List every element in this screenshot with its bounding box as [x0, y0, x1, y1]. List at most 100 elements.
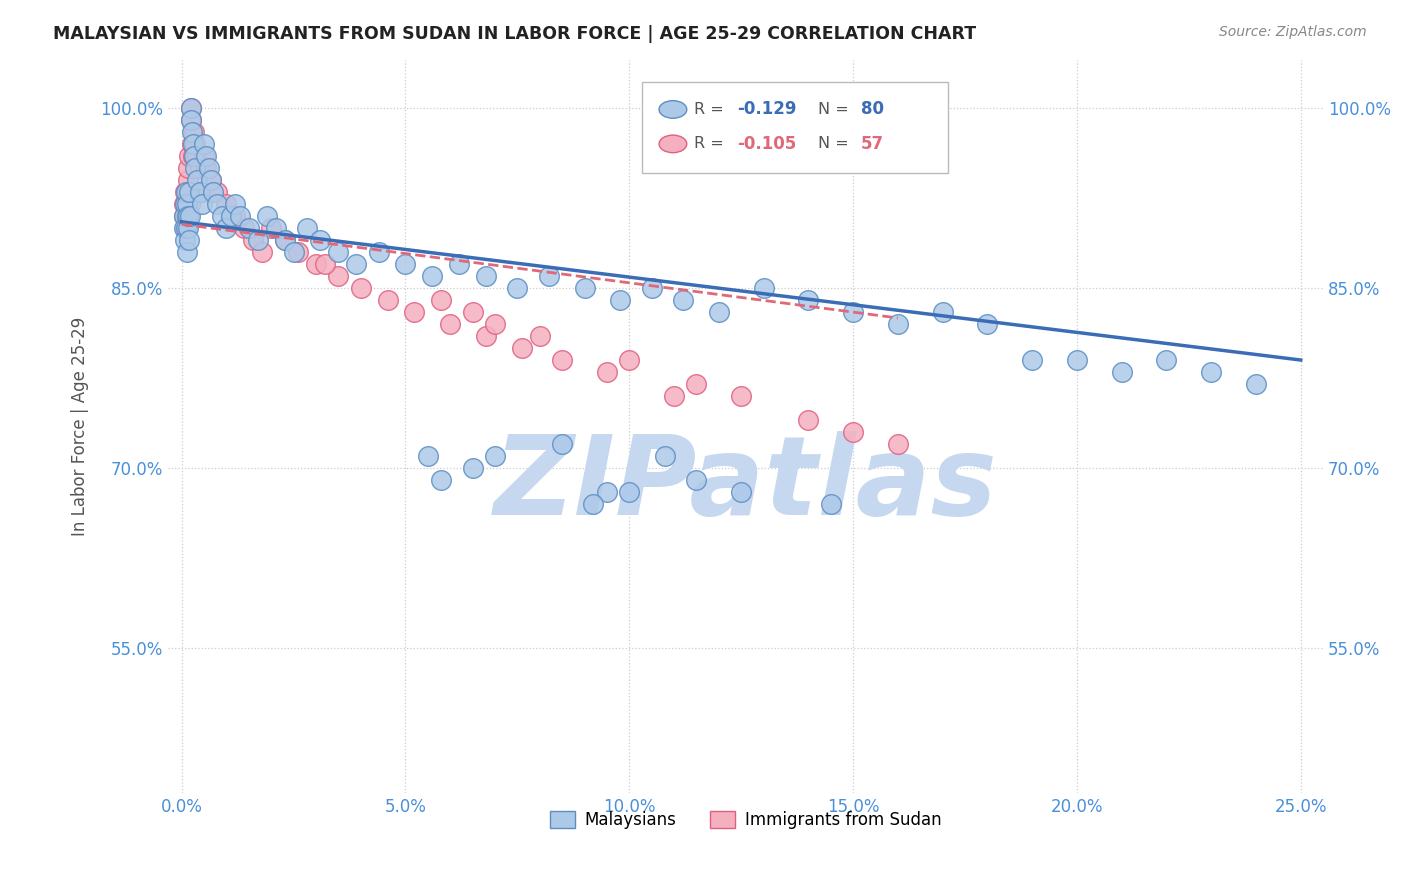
- Point: [177, 173, 200, 187]
- Point: [176, 209, 198, 223]
- Point: [179, 185, 201, 199]
- Point: [730, 485, 752, 500]
- Point: [176, 185, 198, 199]
- Point: [173, 209, 195, 223]
- Point: [273, 233, 295, 247]
- Point: [179, 233, 201, 247]
- Point: [224, 196, 246, 211]
- Point: [176, 220, 198, 235]
- Point: [200, 173, 222, 187]
- Point: [416, 449, 439, 463]
- Point: [506, 281, 529, 295]
- Text: R =: R =: [693, 136, 728, 152]
- Point: [174, 233, 197, 247]
- Point: [273, 233, 295, 247]
- Point: [201, 185, 224, 199]
- Point: [377, 293, 399, 307]
- Point: [1111, 365, 1133, 379]
- Point: [184, 136, 207, 151]
- Text: N =: N =: [818, 102, 855, 117]
- Text: MALAYSIAN VS IMMIGRANTS FROM SUDAN IN LABOR FORCE | AGE 25-29 CORRELATION CHART: MALAYSIAN VS IMMIGRANTS FROM SUDAN IN LA…: [53, 25, 977, 43]
- Point: [207, 185, 229, 199]
- Point: [609, 293, 631, 307]
- Point: [260, 220, 283, 235]
- Point: [193, 136, 215, 151]
- Point: [173, 220, 195, 235]
- Point: [367, 244, 389, 259]
- Point: [707, 305, 730, 319]
- Text: R =: R =: [693, 102, 728, 117]
- Point: [207, 196, 229, 211]
- Point: [484, 449, 506, 463]
- Point: [582, 497, 605, 511]
- Point: [529, 329, 551, 343]
- Point: [186, 149, 208, 163]
- Point: [430, 293, 453, 307]
- Text: Source: ZipAtlas.com: Source: ZipAtlas.com: [1219, 25, 1367, 39]
- Point: [176, 196, 198, 211]
- Point: [619, 485, 641, 500]
- Y-axis label: In Labor Force | Age 25-29: In Labor Force | Age 25-29: [72, 317, 89, 536]
- Point: [295, 220, 318, 235]
- Point: [246, 233, 269, 247]
- Point: [176, 209, 198, 223]
- Point: [574, 281, 596, 295]
- Point: [449, 257, 471, 271]
- Point: [211, 209, 233, 223]
- Point: [842, 305, 865, 319]
- Point: [181, 125, 204, 139]
- Point: [200, 173, 222, 187]
- Point: [229, 209, 252, 223]
- Point: [191, 185, 214, 199]
- Point: [174, 185, 197, 199]
- Point: [820, 497, 842, 511]
- Point: [242, 233, 264, 247]
- Point: [797, 413, 820, 427]
- FancyBboxPatch shape: [641, 81, 948, 173]
- Point: [510, 341, 533, 355]
- Point: [173, 220, 195, 235]
- Point: [439, 317, 461, 331]
- Point: [177, 149, 200, 163]
- Point: [174, 209, 197, 223]
- Point: [176, 244, 198, 259]
- Point: [264, 220, 287, 235]
- Point: [328, 268, 350, 283]
- Legend: Malaysians, Immigrants from Sudan: Malaysians, Immigrants from Sudan: [543, 804, 948, 836]
- Point: [173, 196, 195, 211]
- Point: [233, 220, 256, 235]
- Point: [180, 112, 202, 127]
- Point: [596, 485, 619, 500]
- Point: [461, 305, 484, 319]
- Point: [461, 461, 484, 475]
- Point: [662, 389, 685, 403]
- Point: [177, 161, 200, 175]
- Point: [181, 149, 204, 163]
- Point: [191, 196, 214, 211]
- Point: [305, 257, 328, 271]
- Point: [931, 305, 953, 319]
- Text: -0.105: -0.105: [738, 135, 797, 153]
- Point: [1066, 353, 1088, 368]
- Point: [672, 293, 695, 307]
- Point: [309, 233, 332, 247]
- Text: -0.129: -0.129: [738, 101, 797, 119]
- Point: [640, 281, 662, 295]
- Point: [180, 101, 202, 115]
- Point: [238, 220, 260, 235]
- Point: [181, 136, 204, 151]
- Point: [183, 125, 205, 139]
- Point: [404, 305, 426, 319]
- Point: [283, 244, 305, 259]
- Point: [180, 101, 202, 115]
- Point: [174, 196, 197, 211]
- Text: 80: 80: [860, 101, 884, 119]
- Point: [420, 268, 443, 283]
- Point: [551, 353, 574, 368]
- Point: [215, 220, 238, 235]
- Point: [186, 173, 208, 187]
- Point: [250, 244, 273, 259]
- Point: [654, 449, 676, 463]
- Point: [173, 209, 195, 223]
- Point: [1021, 353, 1043, 368]
